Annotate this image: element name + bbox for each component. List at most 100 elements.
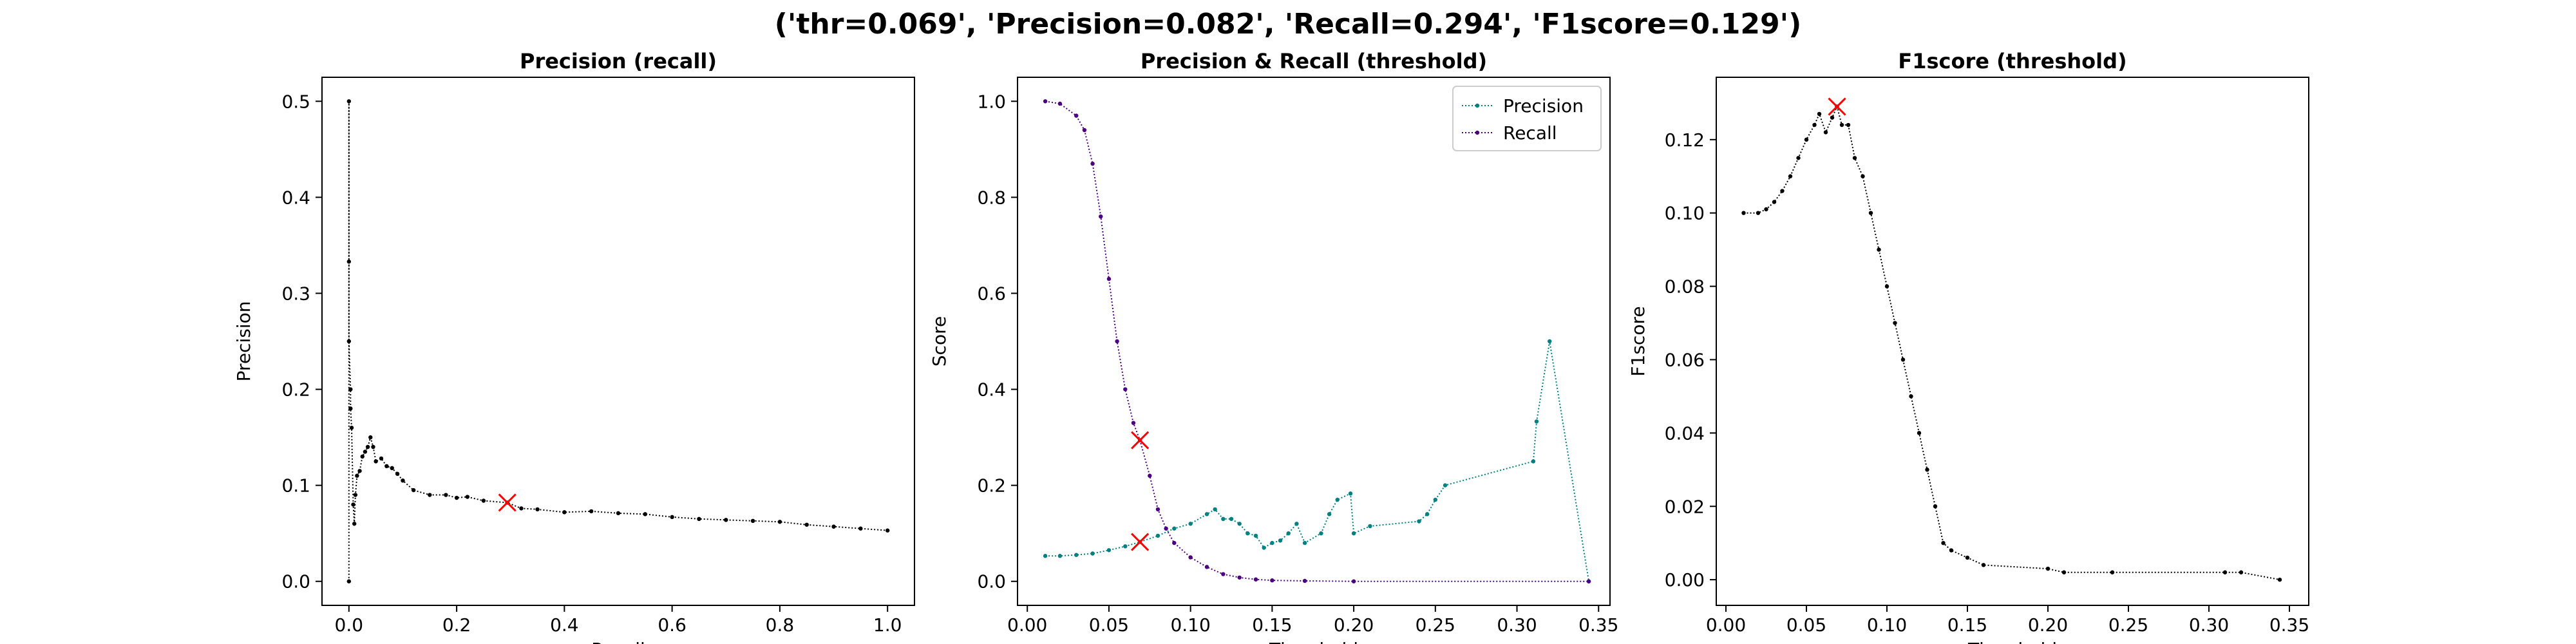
- chart-3-ytick-label: 0.00: [1665, 569, 1705, 591]
- chart-2-point: [1443, 483, 1448, 488]
- chart-2-point: [1090, 161, 1095, 166]
- chart-2-point: [1534, 419, 1539, 424]
- chart-1-point: [858, 526, 863, 531]
- chart-2: 0.00 0.05 0.10 0.15 0.20 0.25 0.30 0.35 0.0 0.2 0.…: [929, 49, 1618, 644]
- chart-1-point: [346, 260, 352, 264]
- chart-2-point: [1123, 544, 1128, 549]
- chart-1-xtick-label: 0.6: [658, 614, 687, 636]
- chart-3-point: [1830, 115, 1835, 120]
- chart-2-point: [1348, 491, 1353, 496]
- chart-2-point: [1221, 572, 1226, 576]
- chart-1-point: [365, 444, 370, 450]
- chart-1-xtick-label: 1.0: [873, 614, 902, 636]
- chart-3-point: [1933, 504, 1938, 509]
- chart-3-point: [1823, 130, 1828, 135]
- chart-3-series-1-line: [1743, 104, 2280, 581]
- chart-2-point: [1164, 526, 1168, 531]
- chart-2-point: [1204, 512, 1209, 516]
- chart-1-ytick-label: 0.4: [281, 187, 310, 208]
- chart-3-point: [1772, 200, 1777, 204]
- chart-1-point: [831, 524, 836, 529]
- chart-2-axes-frame: [1017, 77, 1611, 606]
- chart-2-point: [1245, 531, 1250, 536]
- chart-2-point: [1043, 554, 1048, 558]
- chart-2-point: [1586, 579, 1591, 583]
- chart-3-point: [1756, 211, 1761, 215]
- chart-1-point: [384, 464, 389, 469]
- chart-3-point: [2061, 570, 2067, 574]
- chart-2-ytick-label: 0.2: [977, 475, 1006, 497]
- chart-2-title: Precision & Recall (threshold): [1141, 49, 1487, 73]
- chart-3-ytick-label: 0.04: [1665, 422, 1705, 444]
- chart-2-point: [1531, 459, 1536, 464]
- figure-suptitle: ('thr=0.069', 'Precision=0.082', 'Recall…: [775, 8, 1801, 41]
- chart-1-point: [465, 495, 470, 499]
- chart-3-point: [1788, 174, 1793, 178]
- chart-1-series-1-line: [348, 101, 888, 582]
- chart-1-ytick-label: 0.0: [281, 571, 310, 592]
- chart-2-point: [1188, 522, 1193, 526]
- chart-3-best-threshold-marker: [1828, 97, 1846, 116]
- chart-2-point: [1286, 531, 1291, 536]
- chart-3-point: [1839, 122, 1844, 128]
- chart-2-legend-label-precision: Precision: [1503, 95, 1584, 117]
- chart-2-point: [1082, 128, 1087, 133]
- chart-1-ylabel: Precision: [233, 301, 254, 382]
- chart-3-point: [2222, 570, 2228, 574]
- chart-3-point: [1949, 548, 1954, 553]
- chart-2-point: [1106, 548, 1112, 553]
- chart-3-xtick-label: 0.35: [2269, 614, 2309, 636]
- chart-3-point: [1965, 555, 1970, 560]
- chart-3-point: [1925, 468, 1929, 472]
- chart-3-point: [1764, 207, 1768, 212]
- chart-2-point: [1262, 545, 1266, 550]
- chart-2-point: [1123, 387, 1128, 392]
- chart-3-xtick-label: 0.05: [1786, 614, 1826, 636]
- chart-2-legend-label-recall: Recall: [1503, 122, 1557, 144]
- chart-1-point: [363, 450, 368, 454]
- chart-2-point: [1270, 540, 1274, 545]
- chart-1-point: [411, 488, 416, 493]
- chart-2-point: [1302, 540, 1307, 545]
- chart-1-point: [349, 425, 354, 430]
- chart-2-point: [1155, 507, 1160, 512]
- chart-2-point: [1278, 538, 1283, 543]
- chart-1-point: [395, 471, 400, 476]
- chart-1-point: [353, 493, 358, 497]
- chart-1-point: [360, 454, 365, 459]
- chart-1-point: [777, 520, 782, 524]
- chart-2-point: [1417, 519, 1421, 524]
- chart-2-point: [1327, 512, 1332, 516]
- chart-1-point: [351, 502, 355, 507]
- chart-1-point: [346, 99, 352, 104]
- chart-2-point: [1188, 555, 1193, 560]
- chart-2-point: [1302, 578, 1307, 583]
- chart-2-xtick-label: 0.15: [1252, 614, 1292, 636]
- chart-2-point: [1433, 497, 1438, 502]
- chart-2-legend-swatch-point: [1475, 103, 1480, 108]
- chart-2-best-threshold-marker: [1131, 431, 1150, 450]
- chart-2-point: [1043, 99, 1048, 104]
- chart-2-point: [1351, 579, 1356, 583]
- chart-2-ytick-label: 0.0: [977, 571, 1006, 592]
- chart-3-point: [1893, 321, 1897, 325]
- chart-3-xtick-label: 0.10: [1867, 614, 1907, 636]
- chart-3-point: [1741, 211, 1746, 215]
- axes-layer: 0.0 0.2 0.4 0.6 0.8 1.0 0.0 0.1 0.2 0.3 0.4 0.5 Prec…: [233, 49, 2309, 644]
- chart-3-xtick-label: 0.30: [2189, 614, 2229, 636]
- chart-1: 0.0 0.2 0.4 0.6 0.8 1.0 0.0 0.1 0.2 0.3 0.4 0.5 Prec…: [233, 49, 915, 644]
- chart-1-point: [401, 478, 405, 483]
- chart-1-point: [374, 459, 378, 464]
- chart-2-point: [1253, 533, 1258, 538]
- chart-1-point: [444, 493, 448, 497]
- chart-2-point: [1131, 421, 1136, 425]
- chart-1-point: [348, 387, 353, 392]
- chart-2-point: [1172, 540, 1177, 545]
- chart-2-point: [1335, 497, 1340, 502]
- chart-2-xtick-label: 0.25: [1416, 614, 1455, 636]
- chart-3-point: [1909, 394, 1913, 399]
- chart-2-xtick-label: 0.10: [1170, 614, 1210, 636]
- chart-1-point: [519, 506, 524, 511]
- chart-3-xtick-label: 0.25: [2108, 614, 2148, 636]
